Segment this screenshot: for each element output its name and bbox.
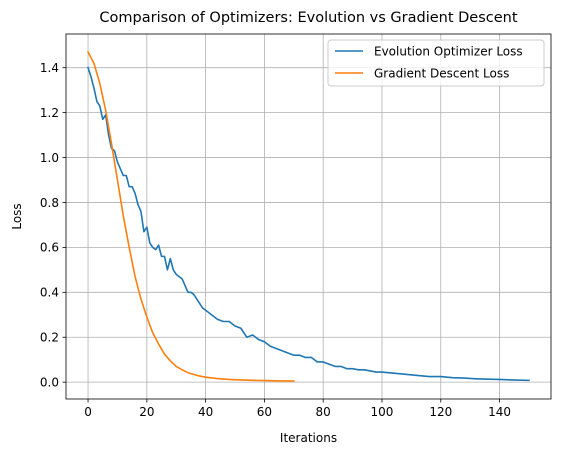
- x-tick-label: 20: [139, 405, 154, 419]
- y-tick-label: 0.8: [40, 196, 59, 210]
- x-tick-label: 120: [429, 405, 452, 419]
- x-tick-label: 80: [316, 405, 331, 419]
- legend-box: [327, 39, 545, 87]
- y-tick-label: 0.0: [40, 375, 59, 389]
- series-line-gradient-descent: [86, 50, 295, 382]
- series-layer: [86, 50, 530, 382]
- grid: [66, 34, 551, 399]
- x-tick-label: 40: [198, 405, 213, 419]
- legend-label-evolution: Evolution Optimizer Loss: [374, 44, 523, 58]
- series-line-evolution: [87, 66, 530, 382]
- x-tick-label: 100: [371, 405, 394, 419]
- plot-background: [66, 34, 551, 399]
- y-tick-label: 1.2: [40, 106, 59, 120]
- x-tick-label: 140: [488, 405, 511, 419]
- y-tick-label: 0.6: [40, 241, 59, 255]
- y-tick-label: 0.2: [40, 331, 59, 345]
- axis-ticks: 0 20 40 60 80 100 120 140 0.0 0.2 0.4 0.6 0.8 1.0 1.2 1…: [40, 61, 511, 419]
- x-axis-label: Iterations: [280, 431, 337, 445]
- x-tick-label: 0: [84, 405, 92, 419]
- y-tick-label: 1.4: [40, 61, 59, 75]
- legend-label-gradient-descent: Gradient Descent Loss: [374, 66, 509, 80]
- x-tick-label: 60: [257, 405, 272, 419]
- y-tick-label: 0.4: [40, 286, 59, 300]
- plot-frame: [65, 33, 552, 400]
- y-tick-label: 1.0: [40, 151, 59, 165]
- legend: Evolution Optimizer Loss Gradient Descen…: [327, 39, 545, 87]
- chart-title: Comparison of Optimizers: Evolution vs G…: [99, 10, 517, 26]
- y-axis-label: Loss: [10, 203, 24, 229]
